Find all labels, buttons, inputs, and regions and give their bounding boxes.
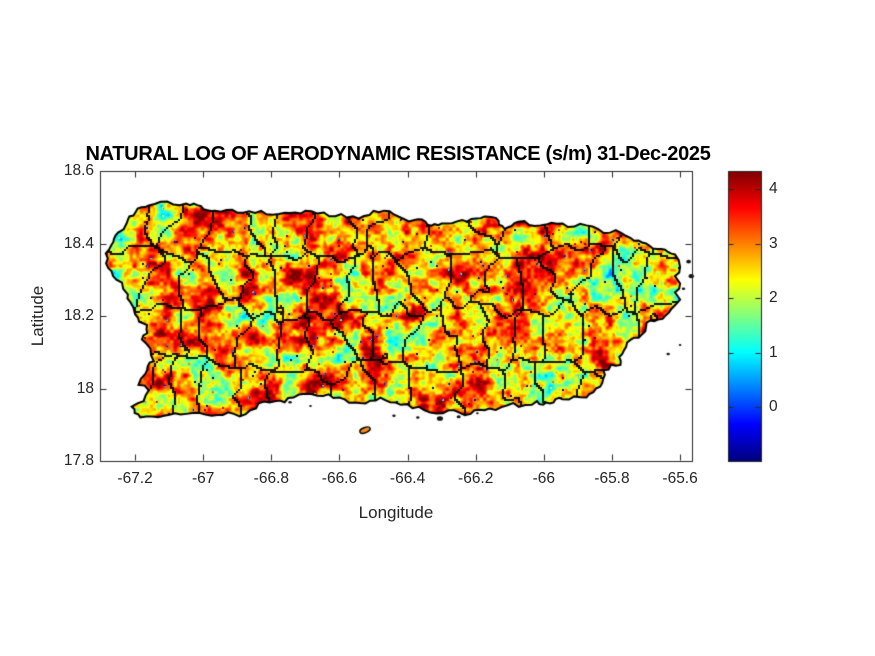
x-tick-label: -66 [532,470,556,487]
y-tick-label: 18.4 [63,234,94,252]
colorbar-tick-label: 4 [769,180,778,198]
colorbar-tick-label: 2 [769,289,778,307]
colorbar-tick-label: 3 [769,234,778,252]
x-tick-label: -67 [192,470,215,487]
x-tick-label: -66.8 [253,470,289,487]
x-tick-label: -67.2 [117,470,153,487]
x-tick-label: -65.6 [662,470,698,487]
y-tick-label: 18 [76,379,94,397]
chart-title: NATURAL LOG OF AERODYNAMIC RESISTANCE (s… [85,143,711,165]
x-tick-label: -66.6 [321,470,358,487]
y-tick-label: 18.2 [63,307,94,324]
colorbar-tick-label: 1 [769,343,778,361]
x-axis-label: Longitude [358,503,434,522]
x-tick-label: -65.8 [594,470,630,487]
x-tick-label: -66.2 [458,470,494,487]
y-tick-label: 17.8 [63,452,94,469]
x-tick-label: -66.4 [389,470,426,487]
y-tick-label: 18.6 [63,162,94,179]
colorbar-tick-label: 0 [769,398,778,416]
